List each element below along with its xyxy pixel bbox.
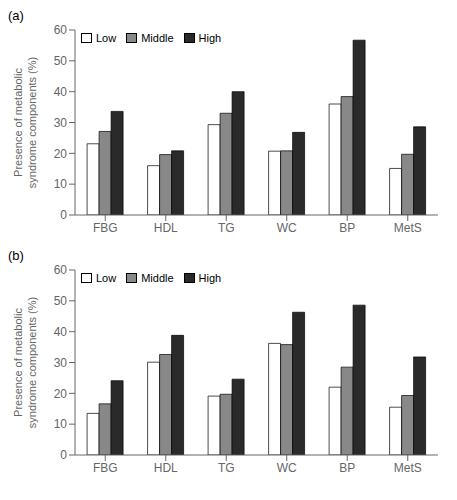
- html-text:High: High: [198, 32, 222, 44]
- svg-text:HDL: HDL: [154, 461, 178, 475]
- svg-text:WC: WC: [277, 461, 297, 475]
- svg-text:FBG: FBG: [93, 461, 118, 475]
- svg-text:30: 30: [54, 116, 68, 130]
- svg-text:10: 10: [54, 417, 68, 431]
- svg-text:40: 40: [54, 85, 68, 99]
- svg-text:TG: TG: [218, 221, 235, 235]
- svg-text:Presence of metabolicsyndrome: Presence of metabolicsyndrome components…: [12, 297, 37, 428]
- html-text:High: High: [198, 272, 222, 284]
- svg-text:WC: WC: [277, 221, 297, 235]
- svg-text:20: 20: [54, 387, 68, 401]
- svg-text:10: 10: [54, 177, 68, 191]
- svg-text:50: 50: [54, 54, 68, 68]
- svg-text:60: 60: [54, 263, 68, 277]
- svg-text:BP: BP: [339, 221, 355, 235]
- svg-text:20: 20: [54, 147, 68, 161]
- svg-text:0: 0: [60, 448, 67, 462]
- svg-text:MetS: MetS: [394, 221, 422, 235]
- html-text:Middle: Middle: [141, 272, 174, 284]
- svg-text:40: 40: [54, 325, 68, 339]
- html-text:Middle: Middle: [141, 32, 174, 44]
- html-text:(a): (a): [8, 8, 24, 23]
- html-text:Low: Low: [96, 272, 117, 284]
- svg-text:30: 30: [54, 356, 68, 370]
- html-text:Low: Low: [96, 32, 117, 44]
- svg-text:TG: TG: [218, 461, 235, 475]
- svg-text:FBG: FBG: [93, 221, 118, 235]
- html-text:(b): (b): [8, 248, 24, 263]
- svg-text:0: 0: [60, 208, 67, 222]
- svg-text:50: 50: [54, 294, 68, 308]
- svg-text:BP: BP: [339, 461, 355, 475]
- svg-text:HDL: HDL: [154, 221, 178, 235]
- svg-text:Presence of metabolicsyndrome: Presence of metabolicsyndrome components…: [12, 57, 37, 188]
- svg-text:60: 60: [54, 23, 68, 37]
- svg-text:MetS: MetS: [394, 461, 422, 475]
